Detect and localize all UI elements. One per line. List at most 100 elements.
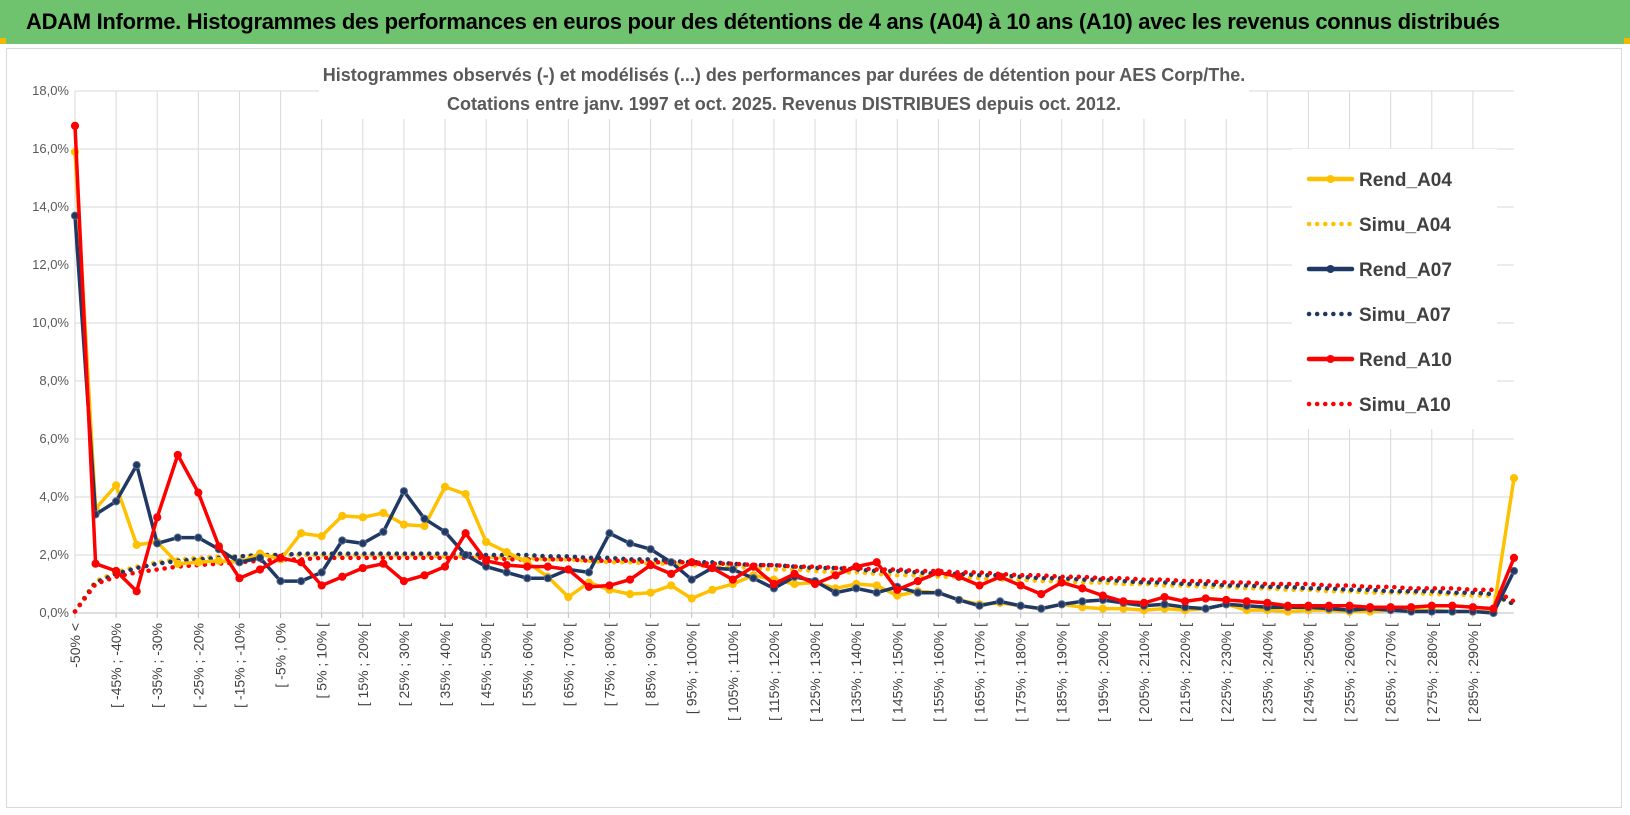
legend-backdrop	[1292, 149, 1497, 429]
y-tick-label: 10,0%	[32, 315, 69, 330]
data-point-rend-a10	[1448, 601, 1457, 610]
data-point-rend-a10	[420, 571, 429, 580]
data-point-rend-a07	[358, 539, 367, 548]
data-point-rend-a10	[255, 565, 265, 574]
data-point-rend-a10	[1283, 601, 1292, 610]
data-point-rend-a10	[872, 558, 881, 567]
x-tick-label: [ 165% ; 170% [	[972, 623, 988, 722]
data-point-rend-a04	[646, 588, 655, 597]
data-point-rend-a07	[502, 568, 511, 577]
data-point-rend-a04	[708, 585, 717, 594]
data-point-rend-a07	[852, 584, 861, 593]
data-point-rend-a04	[420, 521, 429, 531]
data-point-rend-a10	[297, 558, 306, 567]
x-tick-label: [ 195% ; 200% [	[1095, 623, 1111, 722]
data-point-rend-a10	[358, 563, 367, 573]
data-point-rend-a04	[112, 481, 121, 490]
data-point-rend-a10	[153, 513, 162, 522]
data-point-rend-a04	[297, 529, 306, 538]
data-point-rend-a10	[1345, 601, 1354, 610]
data-point-rend-a04	[358, 513, 367, 522]
data-point-rend-a07	[194, 533, 203, 542]
banner-corner-left	[0, 38, 6, 44]
report-banner: ADAM Informe. Histogrammes des performan…	[0, 0, 1630, 44]
data-point-rend-a07	[235, 558, 244, 567]
data-point-rend-a04	[687, 594, 696, 603]
data-point-rend-a10	[91, 559, 100, 568]
data-point-rend-a10	[1057, 578, 1066, 587]
data-point-rend-a07	[625, 539, 635, 548]
data-point-rend-a07	[667, 558, 676, 567]
data-point-rend-a07	[831, 588, 840, 597]
data-point-rend-a07	[543, 574, 552, 583]
data-point-rend-a07	[1057, 600, 1066, 609]
data-point-rend-a07	[153, 539, 162, 548]
data-point-rend-a10	[1324, 601, 1334, 610]
data-point-rend-a07	[379, 527, 388, 536]
data-point-rend-a10	[934, 568, 943, 577]
data-point-rend-a10	[70, 121, 80, 130]
data-point-rend-a10	[543, 562, 552, 571]
y-tick-label: 6,0%	[39, 431, 69, 446]
data-point-rend-a10	[173, 450, 182, 460]
x-tick-label: [ -25% ; -20%	[190, 623, 206, 708]
x-tick-label: [ 25% ; 30% [	[396, 623, 412, 706]
data-point-rend-a10	[132, 587, 141, 596]
data-point-rend-a10	[1222, 595, 1231, 605]
data-point-rend-a10	[708, 563, 717, 573]
x-tick-label: [ 95% ; 100% [	[684, 623, 700, 714]
data-point-rend-a10	[667, 569, 676, 578]
data-point-rend-a10	[1407, 603, 1416, 612]
chart-area: 0,0% 2,0% 4,0% 6,0% 8,0% 10,0% 12,0% 14,0% 16,0%…	[6, 48, 1622, 808]
data-point-rend-a10	[461, 529, 470, 538]
x-tick-label: [ 275% ; 280% [	[1424, 623, 1440, 722]
histogram-chart: 0,0% 2,0% 4,0% 6,0% 8,0% 10,0% 12,0% 14,0% 16,0%…	[32, 57, 1519, 722]
data-point-rend-a04	[338, 511, 347, 520]
data-point-rend-a10	[1139, 598, 1149, 607]
data-point-rend-a10	[1509, 553, 1519, 562]
data-point-rend-a07	[934, 588, 943, 597]
x-tick-label: [ 265% ; 270% [	[1383, 623, 1399, 722]
x-tick-label: [ 205% ; 210% [	[1136, 623, 1152, 722]
data-point-rend-a07	[1037, 604, 1046, 613]
data-point-rend-a10	[728, 575, 737, 584]
y-tick-label: 14,0%	[32, 199, 69, 214]
legend-label-rend-a10: Rend_A10	[1359, 350, 1452, 371]
data-point-rend-a07	[913, 588, 922, 597]
data-point-rend-a07	[954, 595, 964, 605]
y-tick-label: 4,0%	[39, 489, 69, 504]
data-point-rend-a10	[790, 569, 799, 578]
data-point-rend-a10	[379, 559, 388, 568]
data-point-rend-a04	[132, 540, 141, 549]
x-tick-label: [ 155% ; 160% [	[930, 623, 946, 722]
data-point-rend-a07	[461, 550, 470, 560]
data-point-rend-a07	[605, 529, 614, 538]
data-point-rend-a10	[1119, 597, 1128, 606]
y-tick-label: 18,0%	[32, 83, 69, 98]
data-point-rend-a10	[831, 571, 840, 580]
legend-label-rend-a07: Rend_A07	[1359, 260, 1452, 281]
data-point-rend-a10	[1078, 584, 1087, 593]
y-tick-label: 0,0%	[39, 605, 69, 620]
x-tick-label: [ 65% ; 70% [	[560, 623, 576, 706]
legend-label-simu-a10: Simu_A10	[1359, 395, 1451, 416]
data-point-rend-a07	[1201, 604, 1210, 613]
series-line-simu-a10	[72, 555, 1517, 614]
legend-marker	[1326, 175, 1335, 183]
x-tick-label: [ 225% ; 230% [	[1218, 623, 1234, 722]
data-point-rend-a10	[1427, 601, 1436, 610]
y-tick-label: 2,0%	[39, 547, 69, 562]
data-point-rend-a07	[1160, 600, 1169, 609]
x-tick-label: [ 185% ; 190% [	[1054, 623, 1070, 722]
data-point-rend-a10	[112, 566, 121, 576]
x-tick-label: [ 75% ; 80% [	[601, 623, 617, 706]
title-backdrop	[319, 57, 1249, 119]
data-point-rend-a07	[173, 533, 182, 542]
data-point-rend-a07	[317, 568, 326, 577]
data-point-rend-a10	[523, 562, 532, 571]
x-tick-label: [ -45% ; -40%	[108, 623, 124, 708]
x-tick-label: [ -5% ; 0%	[273, 623, 289, 688]
chart-subtitle: Cotations entre janv. 1997 et oct. 2025.…	[447, 94, 1121, 114]
x-tick-label: [ 235% ; 240% [	[1259, 623, 1275, 722]
data-point-rend-a10	[1098, 591, 1107, 600]
